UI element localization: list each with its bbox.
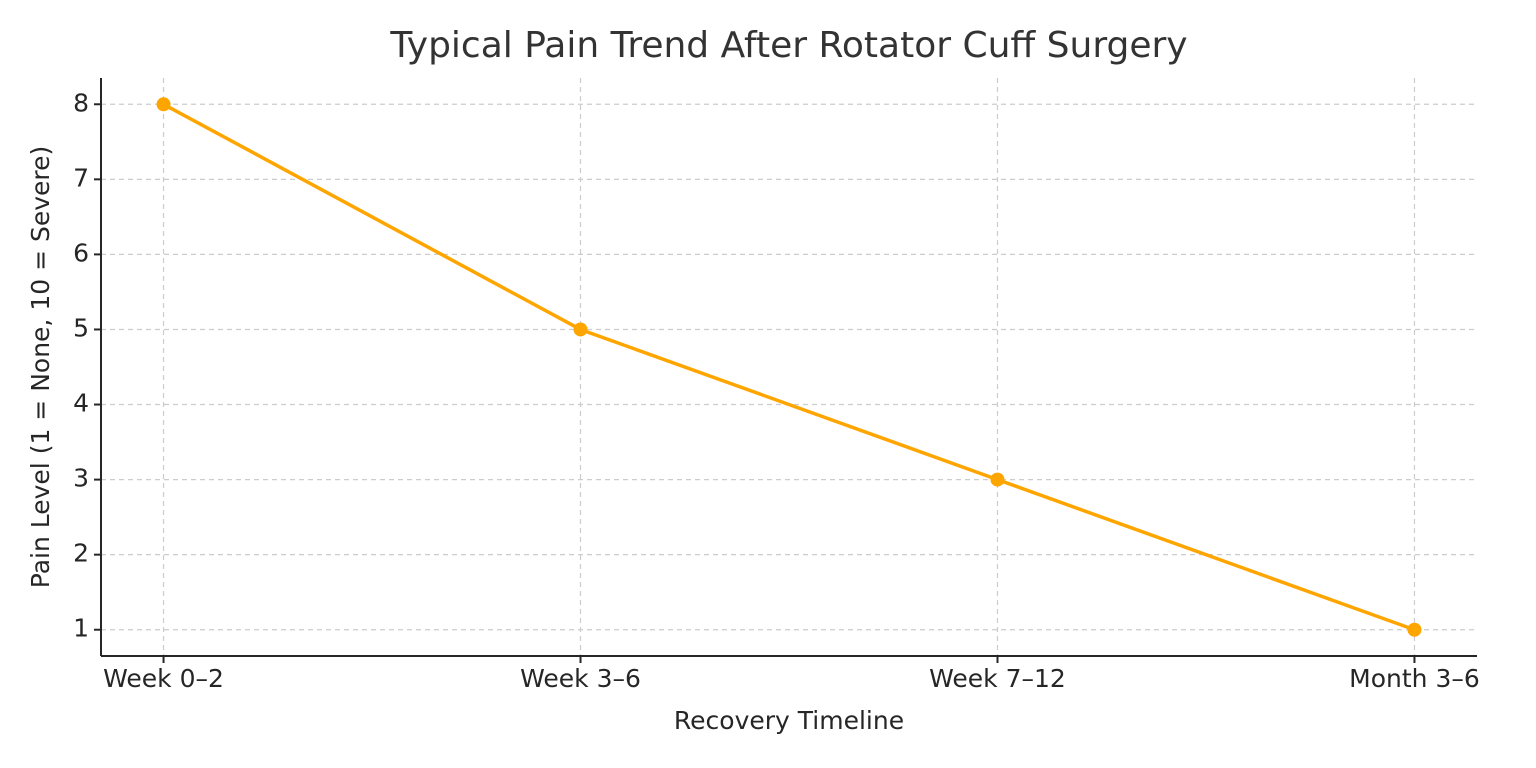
x-axis-label: Recovery Timeline <box>674 706 904 735</box>
y-tick-label: 5 <box>73 313 89 342</box>
chart-title: Typical Pain Trend After Rotator Cuff Su… <box>389 25 1187 66</box>
point <box>990 472 1005 487</box>
point <box>573 322 588 337</box>
y-tick-label: 6 <box>73 238 89 267</box>
x-tick-label: Week 0–2 <box>103 664 224 693</box>
point <box>1407 622 1422 637</box>
x-tick-label: Week 3–6 <box>520 664 641 693</box>
y-tick-label: 3 <box>73 464 89 493</box>
point <box>156 97 171 112</box>
y-tick-label: 7 <box>73 163 89 192</box>
y-axis-label: Pain Level (1 = None, 10 = Severe) <box>26 146 55 589</box>
y-tick-label: 4 <box>73 389 89 418</box>
y-tick-label: 2 <box>73 539 89 568</box>
line <box>162 102 1416 632</box>
y-tick-label: 1 <box>73 614 89 643</box>
x-tick-label: Month 3–6 <box>1349 664 1480 693</box>
y-tick-label: 8 <box>73 88 89 117</box>
x-tick-label: Week 7–12 <box>929 664 1066 693</box>
